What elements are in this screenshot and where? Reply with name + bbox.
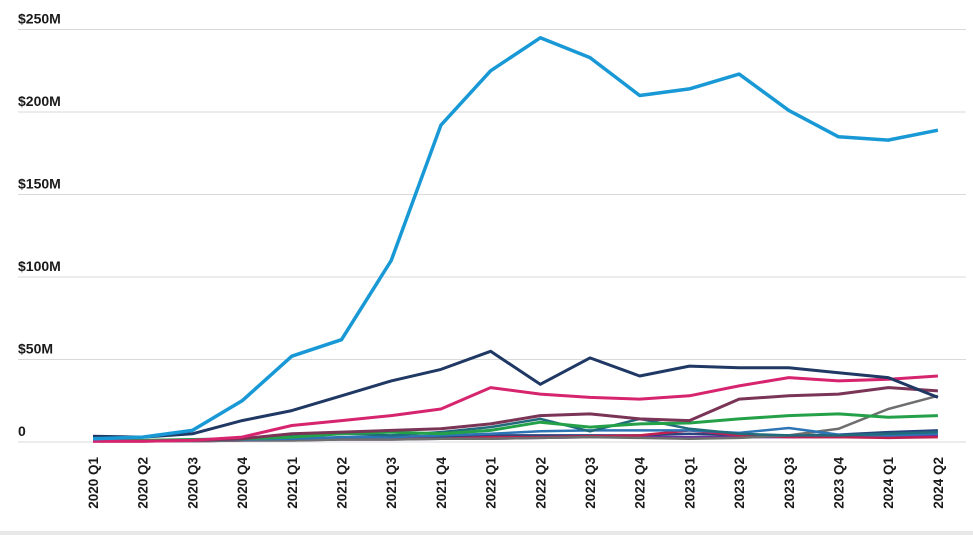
x-axis-label: 2022 Q3 <box>583 457 598 509</box>
y-axis-label: $50M <box>18 341 53 357</box>
x-axis-label: 2024 Q1 <box>881 457 896 509</box>
x-axis-label: 2020 Q3 <box>185 457 200 509</box>
x-axis-label: 2020 Q1 <box>86 457 101 509</box>
x-axis-label: 2023 Q1 <box>682 457 697 509</box>
x-axis-label: 2021 Q1 <box>285 457 300 509</box>
y-axis-label: $150M <box>18 176 61 192</box>
x-axis-label: 2020 Q2 <box>136 457 151 509</box>
series-line-pink[interactable] <box>93 374 938 443</box>
x-axis-label: 2021 Q4 <box>434 457 449 509</box>
y-axis-label: $250M <box>18 11 61 27</box>
y-axis-label: 0 <box>18 423 26 439</box>
series-line-navy[interactable] <box>92 349 939 439</box>
x-axis-label: 2022 Q2 <box>533 457 548 509</box>
x-axis-label: 2022 Q1 <box>484 457 499 509</box>
y-axis-label: $200M <box>18 93 61 109</box>
bottom-divider <box>0 531 973 535</box>
x-axis-label: 2024 Q2 <box>931 457 946 509</box>
x-axis-label: 2023 Q4 <box>832 457 847 509</box>
x-axis-label: 2023 Q2 <box>732 457 747 509</box>
x-axis-label: 2021 Q2 <box>335 457 350 509</box>
x-axis-label: 2020 Q4 <box>235 457 250 509</box>
x-axis-label: 2023 Q3 <box>782 457 797 509</box>
x-axis-label: 2022 Q4 <box>633 457 648 509</box>
series-line-light-blue[interactable] <box>92 36 939 441</box>
x-axis-label: 2021 Q3 <box>384 457 399 509</box>
y-axis-label: $100M <box>18 258 61 274</box>
